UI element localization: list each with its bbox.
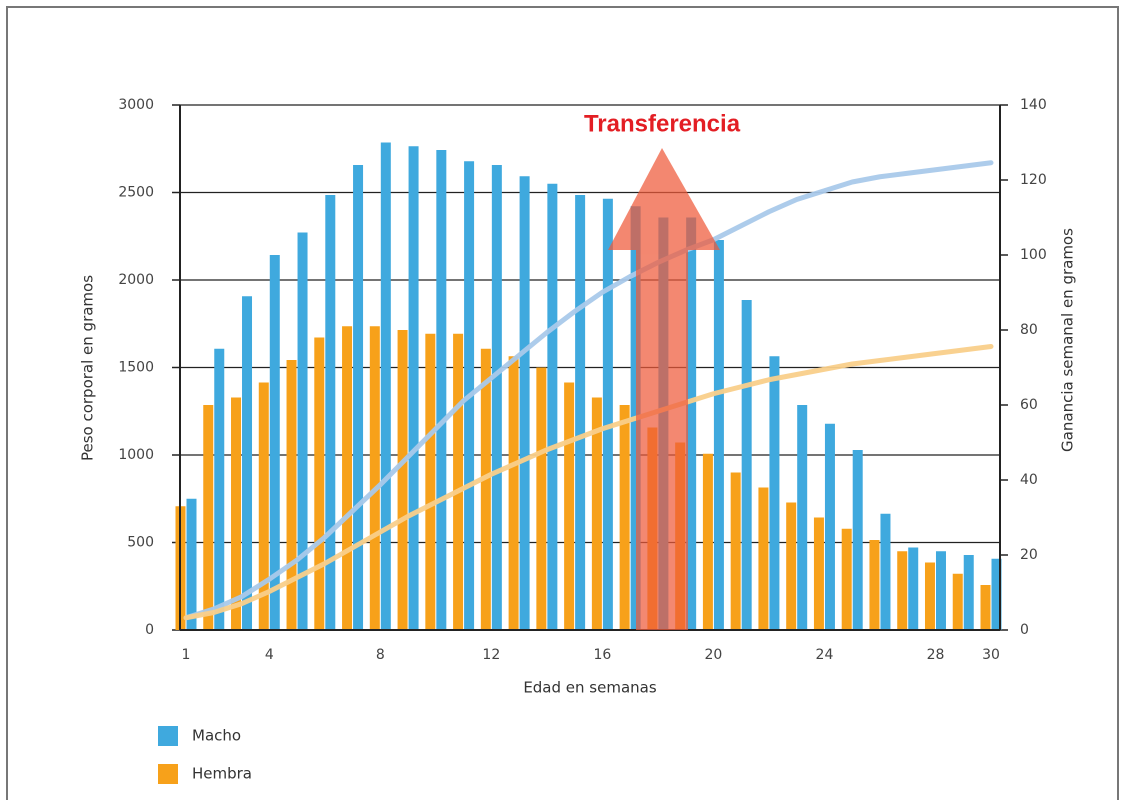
curve [183, 344, 994, 621]
bar [231, 397, 242, 630]
bar [575, 195, 586, 630]
x-tick-label: 28 [927, 647, 945, 663]
bar [897, 551, 908, 630]
x-tick-label: 4 [265, 647, 274, 663]
bar [797, 405, 808, 630]
arrow-shaft [636, 250, 688, 630]
y-tick-label: 1000 [118, 447, 154, 463]
y2-tick-label: 0 [1020, 622, 1029, 638]
bar [741, 300, 752, 630]
bar [852, 450, 863, 630]
y2-axis-title: Ganancia semanal en gramos [1059, 228, 1077, 452]
y-tick-label: 500 [127, 535, 154, 551]
x-tick-label: 12 [482, 647, 500, 663]
bar [547, 183, 558, 630]
bar [908, 547, 919, 630]
bar [369, 326, 380, 630]
bar [713, 240, 724, 630]
legend-label: Hembra [192, 765, 252, 783]
bar [730, 472, 741, 630]
y-tick-label: 1500 [118, 360, 154, 376]
bar [564, 382, 575, 630]
x-tick-label: 16 [593, 647, 611, 663]
y2-tick-label: 20 [1020, 547, 1038, 563]
y2-tick-label: 100 [1020, 247, 1047, 263]
bar [769, 356, 780, 630]
bar [841, 528, 852, 630]
bar [786, 502, 797, 630]
y-tick-label: 2000 [118, 272, 154, 288]
bar [214, 348, 225, 630]
bar [508, 356, 519, 630]
bar [491, 165, 502, 630]
bar [991, 558, 1002, 630]
bar [408, 146, 419, 630]
bar [758, 487, 769, 630]
bar [686, 217, 697, 630]
bar [297, 232, 308, 630]
bar [186, 498, 197, 630]
y2-tick-label: 120 [1020, 172, 1047, 188]
bar [342, 326, 353, 630]
legend-swatch [158, 726, 178, 746]
bar [813, 517, 824, 630]
bar [380, 142, 391, 630]
x-tick-label: 24 [816, 647, 834, 663]
y2-tick-label: 80 [1020, 322, 1038, 338]
bar [824, 423, 835, 630]
x-tick-label: 1 [182, 647, 191, 663]
bar [269, 255, 280, 630]
y2-tick-label: 140 [1020, 97, 1047, 113]
bar [952, 573, 963, 630]
y-tick-label: 3000 [118, 97, 154, 113]
bar [963, 555, 974, 630]
bar [880, 513, 891, 630]
plot-area: 0500100015002000250030000204060801001201… [118, 97, 1046, 663]
bar [869, 540, 880, 630]
arrow-head [608, 148, 720, 250]
bar [519, 176, 530, 630]
bar [203, 405, 214, 630]
x-axis-title: Edad en semanas [523, 679, 657, 697]
annotation: Transferencia [584, 110, 741, 137]
x-tick-label: 8 [376, 647, 385, 663]
bar [536, 367, 547, 630]
y2-tick-label: 60 [1020, 397, 1038, 413]
legend-label: Macho [192, 727, 241, 745]
bar [353, 165, 364, 630]
bar [935, 551, 946, 630]
bar [702, 453, 713, 630]
y-tick-label: 0 [145, 622, 154, 638]
bar [436, 150, 447, 630]
legend: Macho Hembra [158, 726, 252, 784]
bar [314, 337, 325, 630]
bar [258, 382, 269, 630]
bar [924, 562, 935, 630]
frame [6, 6, 1119, 800]
bar [980, 585, 991, 630]
bar [602, 198, 613, 630]
bar [397, 330, 408, 630]
bar [425, 333, 436, 630]
curve [183, 160, 994, 621]
y2-tick-label: 40 [1020, 472, 1038, 488]
bar [286, 360, 297, 630]
y-axis-title: Peso corporal en gramos [79, 275, 97, 461]
x-tick-label: 20 [704, 647, 722, 663]
legend-swatch [158, 764, 178, 784]
bar [591, 397, 602, 630]
bar [242, 296, 253, 630]
y-tick-label: 2500 [118, 185, 154, 201]
bar [325, 195, 336, 630]
bar [480, 348, 491, 630]
transfer-arrow [608, 148, 720, 630]
x-tick-label: 30 [982, 647, 1000, 663]
bar [453, 333, 464, 630]
bar [619, 405, 630, 630]
